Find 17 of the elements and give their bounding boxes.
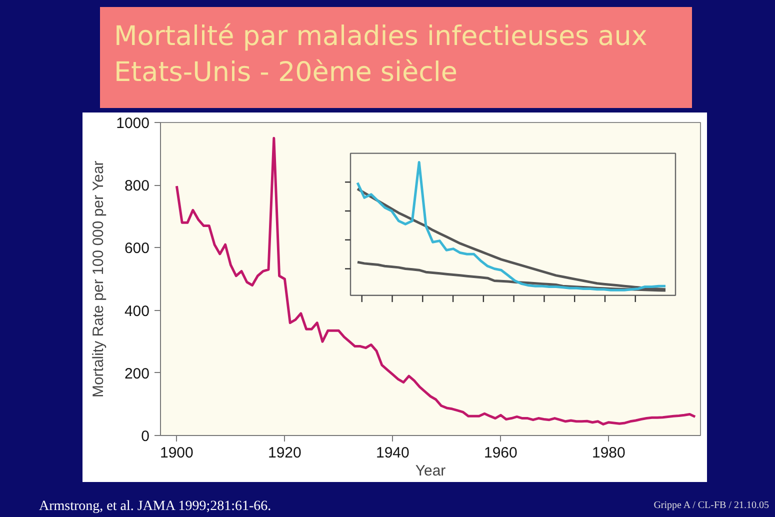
chart-title: Mortalité par maladies infectieuses aux Etats-Unis - 20ème siècle (100, 7, 692, 108)
x-tick-label: 1960 (484, 444, 518, 462)
x-tick-label: 1920 (268, 444, 302, 462)
text: Grippe A / CL-FB / 21.10.05 (654, 499, 769, 513)
line-series (175, 136, 696, 426)
text: Armstrong, et al. JAMA 1999;281:61-66. (39, 498, 272, 516)
y-tick-label: 600 (124, 240, 150, 258)
y-axis-title: Mortality Rate per 100 000 per Year (90, 160, 108, 398)
x-tick-label: 1900 (160, 444, 194, 462)
y-tick-label: 800 (124, 178, 150, 195)
x-tick-label: 1940 (376, 444, 410, 462)
y-tick-label: 400 (124, 302, 150, 320)
x-axis-title: Year (415, 462, 446, 480)
y-tick-label: 1000 (116, 115, 150, 132)
y-tick-label: 0 (141, 428, 150, 445)
x-tick-label: 1980 (592, 444, 626, 462)
y-tick-label: 200 (124, 365, 150, 382)
